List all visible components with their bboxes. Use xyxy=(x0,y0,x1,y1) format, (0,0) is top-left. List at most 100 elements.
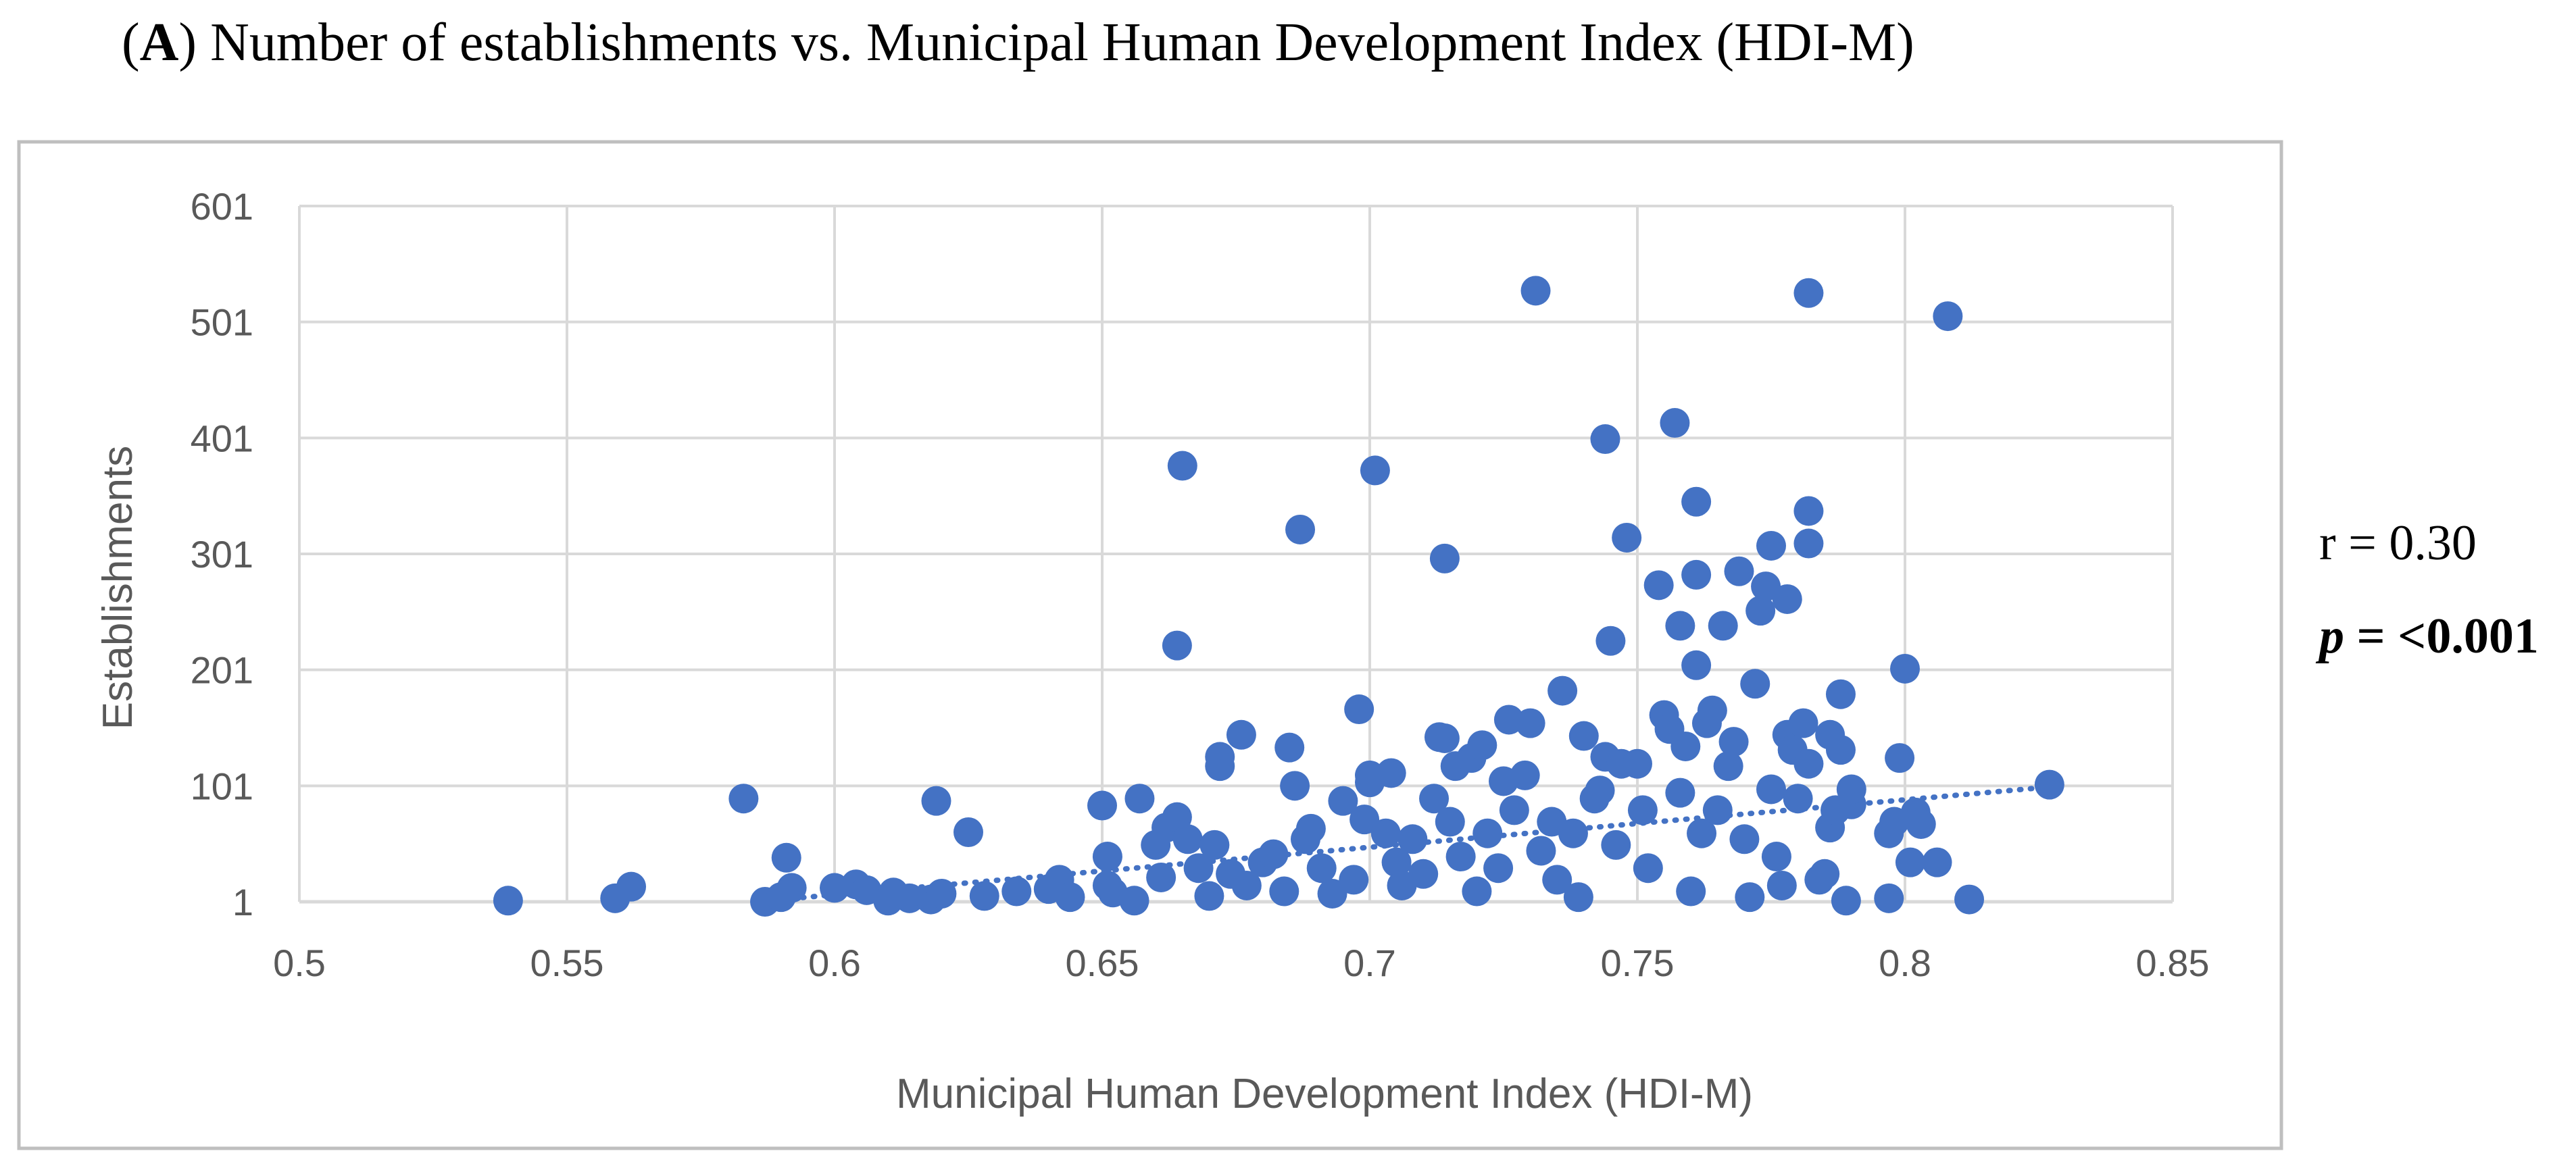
data-point xyxy=(1724,556,1754,586)
data-point xyxy=(1954,884,1985,915)
x-tick-label: 0.55 xyxy=(530,942,604,984)
data-point xyxy=(1429,723,1460,753)
x-tick-label: 0.65 xyxy=(1066,942,1139,984)
x-tick-labels: 0.5 0.55 0.6 0.65 0.7 0.75 0.8 0.85 xyxy=(273,942,2209,984)
data-point xyxy=(493,886,523,916)
data-point xyxy=(1360,455,1390,486)
data-point xyxy=(1874,883,1904,913)
data-point xyxy=(728,784,759,814)
data-point xyxy=(1633,853,1663,884)
data-point xyxy=(1467,730,1497,761)
data-point xyxy=(1756,530,1786,561)
data-point xyxy=(1472,818,1503,848)
data-point xyxy=(1933,301,1963,332)
data-point xyxy=(1772,584,1802,614)
y-tick-label: 101 xyxy=(191,765,253,807)
data-point xyxy=(1162,802,1192,832)
x-tick-label: 0.8 xyxy=(1879,942,1931,984)
data-point xyxy=(1172,824,1203,854)
data-point xyxy=(1761,842,1791,872)
data-point xyxy=(1183,853,1214,884)
data-point xyxy=(1167,451,1197,481)
data-point xyxy=(1793,278,1824,308)
figure-title-text: Number of establishments vs. Municipal H… xyxy=(210,13,1914,72)
data-point xyxy=(1328,786,1358,816)
data-point xyxy=(2034,769,2064,800)
data-point xyxy=(926,878,957,909)
data-point xyxy=(1627,795,1658,825)
data-point xyxy=(1445,842,1476,872)
data-point xyxy=(616,871,647,902)
data-point xyxy=(1665,777,1695,808)
data-point xyxy=(1793,748,1824,779)
data-point xyxy=(1483,853,1514,884)
data-point xyxy=(1670,731,1701,761)
data-point xyxy=(1643,570,1674,601)
data-point xyxy=(1590,424,1620,455)
data-point xyxy=(1825,679,1856,709)
data-point xyxy=(953,817,983,847)
data-point xyxy=(1558,818,1588,848)
data-point xyxy=(1194,881,1224,911)
data-point xyxy=(921,786,951,816)
data-point xyxy=(1419,784,1450,814)
data-point xyxy=(1547,675,1578,706)
data-point xyxy=(1766,870,1797,900)
x-axis-title: Municipal Human Development Index (HDI-M… xyxy=(896,1071,1753,1117)
data-point xyxy=(1885,743,1915,773)
data-point xyxy=(1499,795,1529,825)
data-point xyxy=(1339,865,1369,895)
p-value-text: = <0.001 xyxy=(2344,609,2539,664)
data-point xyxy=(1702,795,1733,825)
data-point xyxy=(1793,528,1824,559)
data-point xyxy=(1665,611,1695,641)
data-point xyxy=(1831,886,1861,916)
data-point xyxy=(1601,830,1631,860)
data-point xyxy=(1895,847,1925,877)
data-point xyxy=(1258,839,1289,869)
data-point xyxy=(1793,496,1824,526)
data-point xyxy=(1231,870,1262,900)
x-tick-label: 0.5 xyxy=(273,942,326,984)
y-tick-label: 1 xyxy=(232,881,253,923)
data-point xyxy=(1162,630,1192,661)
data-point xyxy=(1092,842,1122,872)
data-point xyxy=(1087,790,1117,821)
data-point xyxy=(1745,596,1776,626)
data-point xyxy=(1660,408,1690,438)
data-point xyxy=(1718,727,1749,757)
data-point xyxy=(1697,695,1727,725)
data-point xyxy=(1676,876,1706,907)
x-tick-label: 0.6 xyxy=(808,942,861,984)
data-point xyxy=(1226,719,1256,750)
data-point xyxy=(1510,760,1540,790)
y-axis-title: Establishments xyxy=(95,446,141,730)
data-point xyxy=(1349,805,1380,835)
data-point xyxy=(1001,876,1032,907)
data-point xyxy=(1146,862,1176,892)
data-point xyxy=(969,881,999,911)
data-point xyxy=(1756,774,1786,805)
data-point xyxy=(1376,758,1406,788)
data-point xyxy=(1681,650,1712,680)
x-tick-label: 0.85 xyxy=(2136,942,2210,984)
data-point xyxy=(1285,514,1316,544)
panel-letter: A xyxy=(139,13,179,72)
y-tick-label: 201 xyxy=(191,649,253,692)
data-point xyxy=(1681,559,1712,590)
data-point xyxy=(1520,276,1551,306)
data-point xyxy=(1783,784,1813,814)
data-point xyxy=(1408,859,1439,889)
data-point xyxy=(1713,751,1743,782)
x-tick-label: 0.7 xyxy=(1343,942,1396,984)
data-point xyxy=(1274,732,1305,763)
y-tick-labels: 1 101 201 301 401 501 601 xyxy=(191,185,253,923)
y-tick-label: 301 xyxy=(191,533,253,576)
y-tick-label: 501 xyxy=(191,301,253,344)
data-point xyxy=(1729,824,1760,854)
data-point xyxy=(1568,721,1599,751)
data-point xyxy=(1397,824,1428,854)
data-point xyxy=(1515,708,1545,738)
p-value: p = <0.001 xyxy=(2315,609,2539,664)
